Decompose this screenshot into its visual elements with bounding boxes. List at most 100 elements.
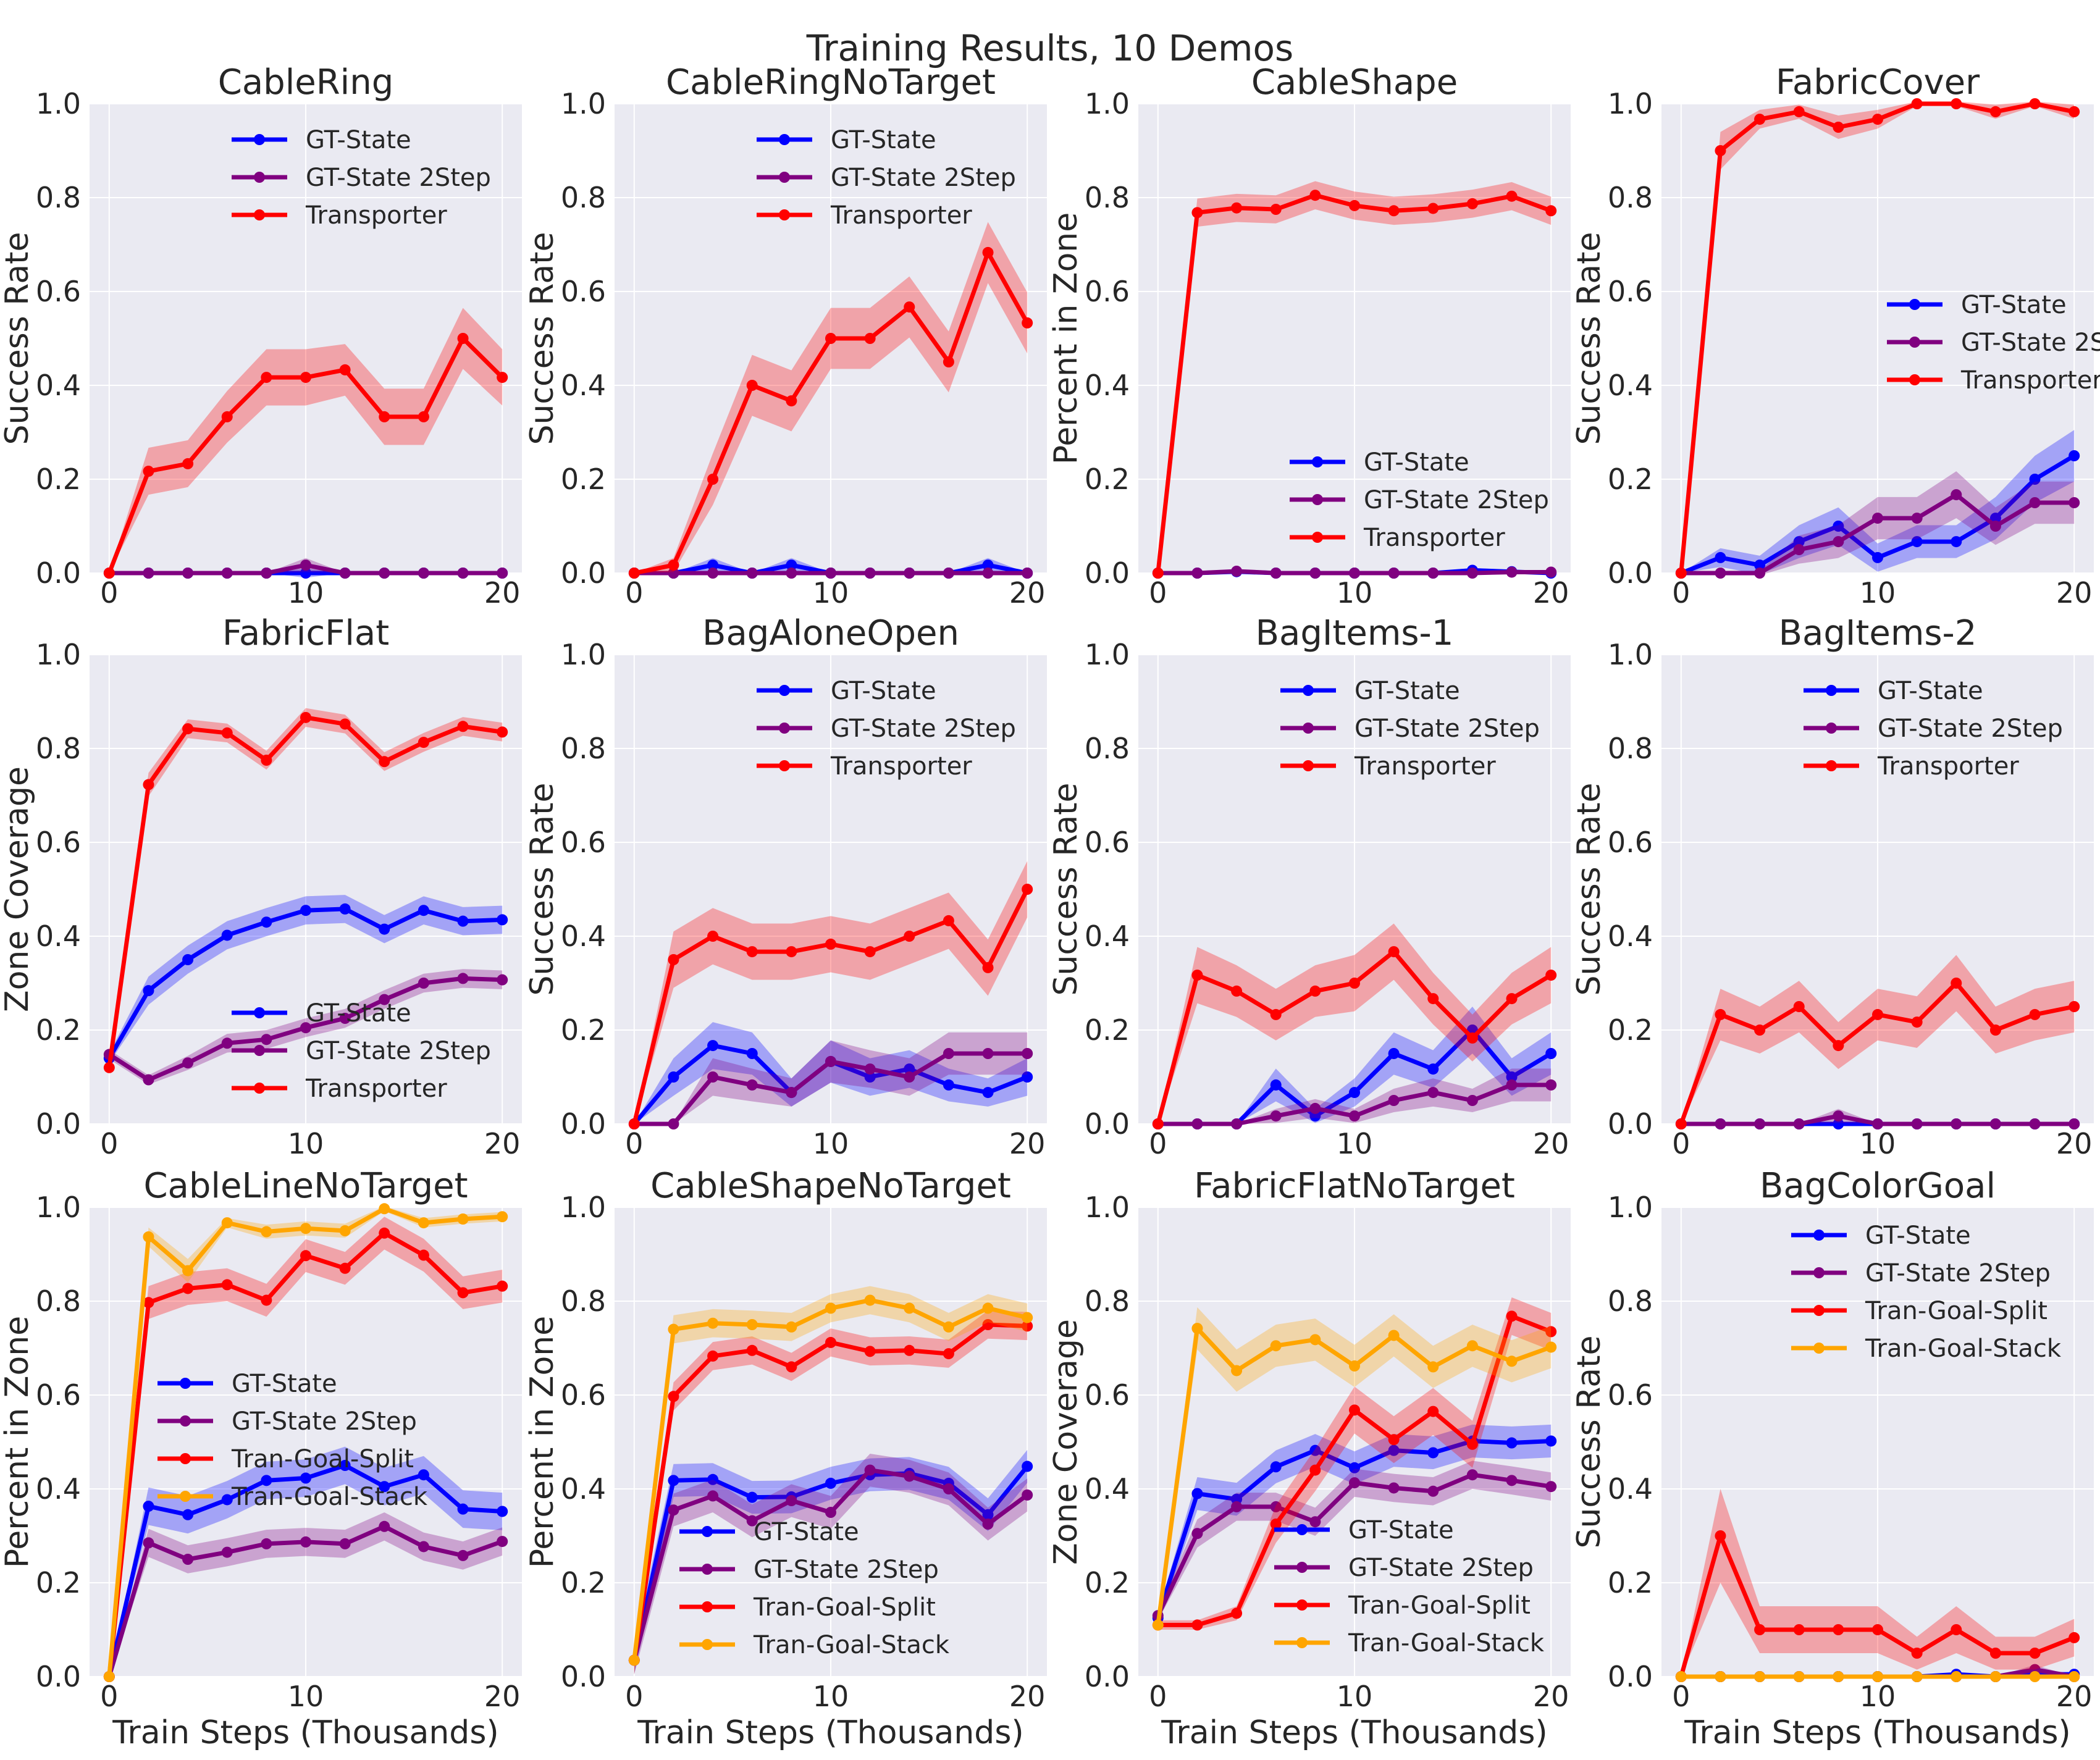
point-tran-goal-stack — [2068, 1671, 2080, 1682]
legend-marker — [1303, 760, 1314, 771]
legend-label: GT-State 2Step — [306, 164, 491, 192]
point-tran-goal-split — [982, 1319, 994, 1330]
band-gt-state — [109, 895, 503, 1063]
point-tran-goal-stack — [457, 1213, 469, 1225]
legend-label: GT-State — [1364, 448, 1469, 477]
band-gt-state-2step — [109, 1512, 503, 1677]
legend-label: GT-State — [831, 677, 936, 705]
point-transporter — [1270, 1008, 1282, 1020]
point-tran-goal-split — [668, 1391, 679, 1402]
y-tick-label: 0.6 — [561, 826, 606, 859]
legend-label: GT-State — [1865, 1222, 1971, 1250]
y-tick-label: 0.8 — [1085, 1284, 1130, 1318]
point-gt-state-2step — [143, 1074, 154, 1086]
point-tran-goal-stack — [1793, 1671, 1805, 1682]
y-tick-label: 0.8 — [1608, 1284, 1653, 1318]
point-gt-state-2step — [418, 978, 429, 989]
point-gt-state-2step — [746, 568, 758, 579]
point-gt-state-2step — [379, 1520, 390, 1532]
point-transporter — [1466, 198, 1478, 209]
y-tick-label: 0.6 — [561, 275, 606, 308]
series-tran-goal-stack — [1675, 1671, 2080, 1682]
point-gt-state — [261, 916, 272, 928]
legend-marker — [779, 209, 790, 220]
point-gt-state-2step — [668, 568, 679, 579]
point-gt-state-2step — [1022, 1048, 1033, 1059]
panel-title: BagItems-1 — [1256, 613, 1454, 653]
point-transporter — [668, 954, 679, 965]
point-tran-goal-stack — [143, 1231, 154, 1242]
point-tran-goal-split — [1427, 1406, 1439, 1417]
point-transporter — [221, 727, 233, 739]
legend-label: GT-State 2Step — [831, 714, 1016, 743]
point-transporter — [1833, 1040, 1844, 1052]
point-gt-state-2step — [1545, 1079, 1557, 1091]
x-tick-label: 20 — [1533, 1127, 1569, 1160]
point-transporter — [668, 559, 679, 571]
point-tran-goal-stack — [182, 1265, 194, 1276]
y-tick-label: 0.2 — [1608, 1566, 1653, 1599]
point-tran-goal-stack — [103, 1671, 115, 1682]
point-gt-state-2step — [1951, 1118, 1962, 1129]
band-gt-state — [634, 1449, 1028, 1675]
point-transporter — [864, 946, 876, 958]
series-transporter — [103, 708, 508, 1073]
point-gt-state — [1911, 536, 1923, 548]
legend-marker — [1826, 685, 1837, 696]
point-tran-goal-split — [1466, 1438, 1478, 1450]
point-gt-state — [982, 1087, 994, 1099]
point-transporter — [182, 723, 194, 735]
point-gt-state-2step — [1022, 1489, 1033, 1501]
point-gt-state-2step — [707, 1071, 719, 1083]
point-gt-state — [300, 1472, 311, 1484]
x-tick-label: 10 — [813, 1680, 849, 1713]
series-transporter — [628, 861, 1033, 1129]
point-gt-state-2step — [707, 568, 719, 579]
x-tick-label: 20 — [1009, 1680, 1046, 1713]
y-tick-label: 0.6 — [1085, 826, 1130, 859]
point-tran-goal-split — [261, 1294, 272, 1306]
point-gt-state-2step — [1191, 1528, 1203, 1540]
point-gt-state-2step — [943, 568, 954, 579]
point-gt-state-2step — [1466, 1469, 1478, 1481]
y-tick-label: 0.6 — [1085, 275, 1130, 308]
point-tran-goal-split — [1951, 1624, 1962, 1635]
y-tick-label: 0.4 — [36, 369, 81, 402]
y-tick-label: 0.0 — [36, 1660, 81, 1693]
point-gt-state-2step — [1872, 1118, 1883, 1129]
point-gt-state-2step — [1911, 1118, 1923, 1129]
legend-marker — [1296, 1562, 1308, 1573]
x-tick-label: 0 — [1672, 1680, 1690, 1713]
point-gt-state-2step — [1506, 566, 1518, 578]
y-tick-label: 0.2 — [561, 1013, 606, 1047]
legend-label: Transporter — [830, 201, 972, 230]
point-transporter — [746, 946, 758, 958]
point-tran-goal-split — [1833, 1624, 1844, 1635]
legend-label: GT-State — [232, 1370, 337, 1398]
point-gt-state — [1754, 559, 1766, 571]
point-tran-goal-stack — [1022, 1312, 1033, 1323]
y-tick-label: 0.8 — [561, 181, 606, 214]
point-gt-state — [339, 903, 351, 915]
point-tran-goal-split — [904, 1344, 915, 1356]
point-transporter — [1466, 1032, 1478, 1044]
point-gt-state-2step — [1754, 568, 1766, 579]
point-gt-state-2step — [746, 1515, 758, 1527]
point-gt-state — [1270, 1461, 1282, 1473]
y-tick-label: 1.0 — [1085, 1191, 1130, 1224]
legend-label: GT-State — [1961, 291, 2067, 319]
point-tran-goal-split — [300, 1250, 311, 1262]
point-tran-goal-stack — [1989, 1671, 2001, 1682]
series-gt-state-2step — [628, 1454, 1033, 1675]
point-gt-state-2step — [1989, 1118, 2001, 1129]
point-gt-state-2step — [1309, 1516, 1321, 1528]
series-transporter — [628, 222, 1033, 579]
point-gt-state-2step — [2068, 1118, 2080, 1129]
chart-fabriccover: 0.0 0.2 0.4 0.6 0.8 1.0 0 10 20 FabricCover Succes… — [1571, 62, 2100, 610]
point-transporter — [746, 380, 758, 391]
x-tick-label: 20 — [1533, 1680, 1569, 1713]
y-tick-label: 0.0 — [1085, 1660, 1130, 1693]
y-tick-label: 0.4 — [561, 920, 606, 953]
panel-title: FabricFlatNoTarget — [1194, 1166, 1515, 1206]
y-tick-label: 0.6 — [36, 275, 81, 308]
